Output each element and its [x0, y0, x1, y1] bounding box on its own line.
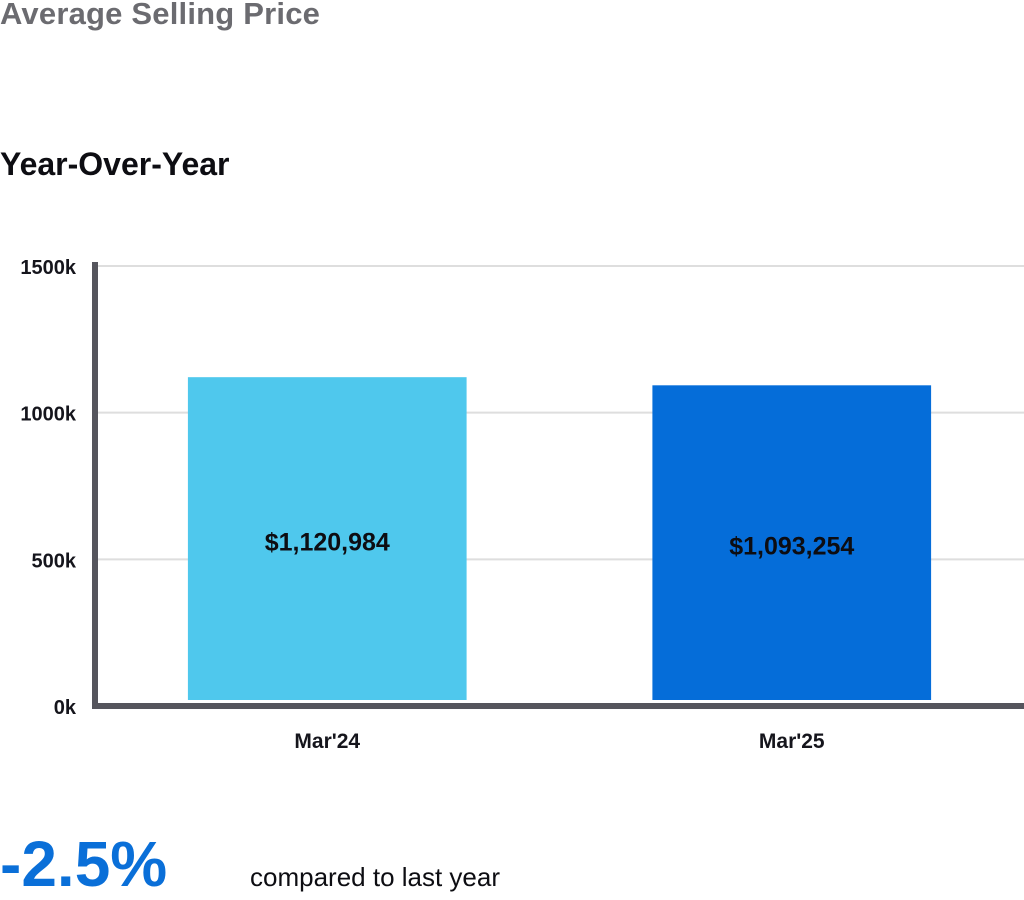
x-tick-label: Mar'24	[294, 730, 360, 753]
bars	[187, 377, 932, 700]
bar-value-label: $1,120,984	[265, 529, 390, 557]
bar	[652, 385, 932, 700]
axes	[92, 262, 1024, 709]
chart-title: Year-Over-Year	[0, 146, 230, 182]
y-tick-label: 500k	[32, 550, 77, 572]
y-tick-label: 1500k	[20, 257, 76, 279]
page-title: Average Selling Price	[0, 0, 321, 31]
y-axis-tick-labels: 0k 500k 1000k 1500k	[20, 257, 76, 719]
y-tick-label: 0k	[54, 697, 77, 719]
bar-data-labels: $1,120,984 $1,093,254	[265, 529, 855, 561]
y-tick-label: 1000k	[20, 404, 76, 426]
x-axis-tick-labels: Mar'24 Mar'25	[294, 730, 825, 753]
bar	[187, 377, 467, 700]
change-caption: compared to last year	[250, 862, 501, 892]
bar-value-label: $1,093,254	[729, 533, 854, 561]
x-tick-label: Mar'25	[759, 730, 825, 753]
change-percentage: -2.5%	[0, 828, 168, 900]
bar-chart: 0k 500k 1000k 1500k $1,120,984 $1,093,254 Ma…	[20, 257, 1024, 753]
